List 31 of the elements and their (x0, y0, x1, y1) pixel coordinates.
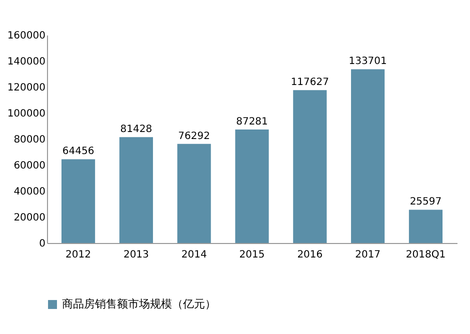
bar (119, 137, 153, 243)
x-tick-label: 2014 (181, 250, 207, 260)
bar (351, 69, 385, 243)
y-tick-label: 80000 (14, 134, 46, 146)
x-tick-label: 2013 (123, 250, 149, 260)
y-tick-label: 100000 (7, 108, 46, 120)
data-label: 81428 (120, 124, 152, 136)
y-tick-label: 20000 (14, 212, 46, 224)
y-tick-label: 140000 (7, 56, 46, 68)
bar (177, 144, 211, 243)
y-tick-label: 0 (39, 238, 46, 250)
bar (408, 210, 443, 243)
x-tick-label: 2016 (297, 250, 323, 260)
data-label: 117627 (290, 77, 330, 88)
bar (61, 159, 96, 243)
data-label: 25597 (410, 196, 442, 208)
x-tick-label: 2012 (66, 250, 91, 260)
x-tick-label: 2018Q1 (406, 250, 446, 260)
y-tick-label: 120000 (7, 82, 46, 94)
data-label: 133701 (348, 56, 387, 68)
y-tick-label: 60000 (14, 160, 46, 172)
bar (235, 130, 269, 243)
bar (293, 90, 327, 243)
x-tick-label: 2017 (355, 250, 381, 260)
y-tick-label: 40000 (14, 186, 46, 198)
data-label: 64456 (62, 146, 94, 158)
x-tick-label: 2015 (239, 250, 265, 260)
legend-label: 商品房销售额市场规模（亿元） (62, 298, 216, 310)
y-tick-label: 160000 (7, 30, 46, 42)
data-label: 87281 (236, 116, 268, 128)
data-label: 76292 (178, 130, 210, 142)
